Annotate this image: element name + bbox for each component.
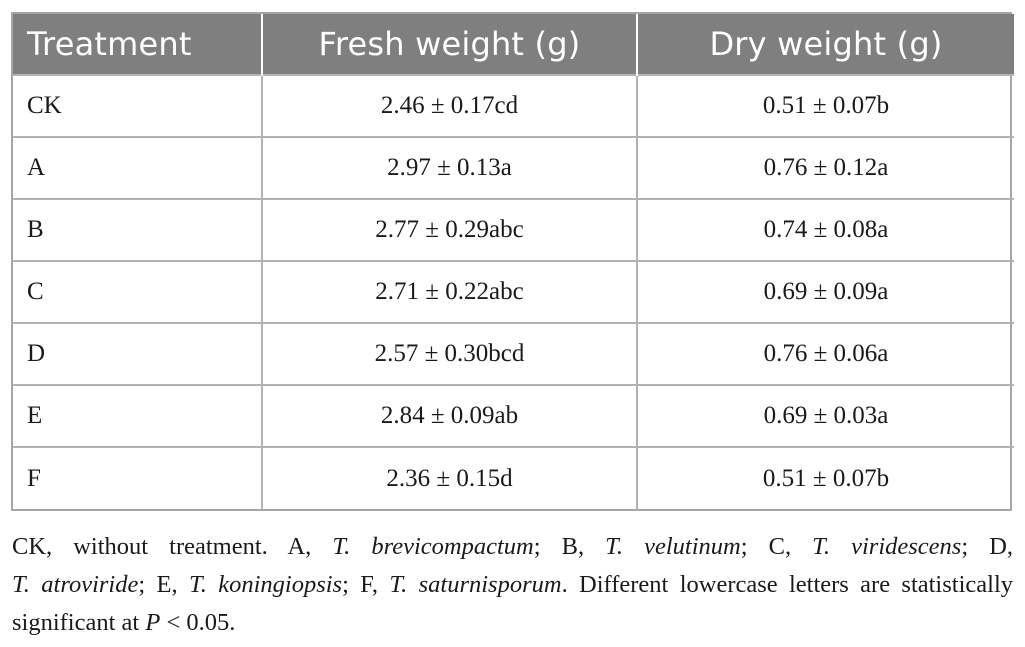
footnote-line-1: CK, without treatment. A, T. brevicompac…: [12, 528, 1013, 566]
footnote-species-d: T. atroviride: [12, 571, 139, 598]
table-row: B 2.77 ± 0.29abc 0.74 ± 0.08a: [13, 198, 1014, 261]
footnote-species-f: T. saturnisporum: [389, 571, 562, 598]
treatment-cell: D: [13, 322, 263, 385]
fresh-weight-cell: 2.77 ± 0.29abc: [262, 198, 638, 261]
footnote-significance-text: . Different lowercase letters are statis…: [561, 571, 1013, 598]
table-row: F 2.36 ± 0.15d 0.51 ± 0.07b: [13, 446, 1014, 509]
table-row: C 2.71 ± 0.22abc 0.69 ± 0.09a: [13, 260, 1014, 323]
dry-weight-cell: 0.69 ± 0.03a: [637, 384, 1014, 447]
treatment-cell: B: [13, 198, 263, 261]
table-header-row: Treatment Fresh weight (g) Dry weight (g…: [13, 14, 1014, 75]
dry-weight-cell: 0.51 ± 0.07b: [637, 446, 1014, 509]
table-footnote: CK, without treatment. A, T. brevicompac…: [12, 528, 1013, 642]
footnote-p-symbol: P: [145, 609, 161, 636]
treatment-cell: E: [13, 384, 263, 447]
dry-weight-cell: 0.74 ± 0.08a: [637, 198, 1014, 261]
footnote-c-prefix: ; C,: [740, 533, 813, 560]
dry-weight-cell: 0.69 ± 0.09a: [637, 260, 1014, 323]
table-row: A 2.97 ± 0.13a 0.76 ± 0.12a: [13, 136, 1014, 199]
footnote-species-c: T. viridescens: [812, 533, 962, 560]
header-fresh-weight: Fresh weight (g): [262, 14, 638, 75]
footnote-e-prefix: ; E,: [138, 571, 189, 598]
fresh-weight-cell: 2.57 ± 0.30bcd: [262, 322, 638, 385]
table-row: D 2.57 ± 0.30bcd 0.76 ± 0.06a: [13, 322, 1014, 385]
fresh-weight-cell: 2.71 ± 0.22abc: [262, 260, 638, 323]
table-row: E 2.84 ± 0.09ab 0.69 ± 0.03a: [13, 384, 1014, 447]
treatment-cell: F: [13, 446, 263, 509]
dry-weight-cell: 0.76 ± 0.06a: [637, 322, 1014, 385]
fresh-weight-cell: 2.36 ± 0.15d: [262, 446, 638, 509]
footnote-d-prefix: ; D,: [961, 533, 1014, 560]
footnote-significance-text-2: significant at: [12, 609, 146, 636]
footnote-species-b: T. velutinum: [605, 533, 741, 560]
footnote-f-prefix: ; F,: [342, 571, 390, 598]
treatment-cell: CK: [13, 74, 263, 137]
table-row: CK 2.46 ± 0.17cd 0.51 ± 0.07b: [13, 74, 1014, 137]
dry-weight-cell: 0.76 ± 0.12a: [637, 136, 1014, 199]
header-treatment: Treatment: [13, 14, 263, 75]
header-dry-weight: Dry weight (g): [637, 14, 1014, 75]
dry-weight-cell: 0.51 ± 0.07b: [637, 74, 1014, 137]
data-table-container: Treatment Fresh weight (g) Dry weight (g…: [11, 12, 1014, 511]
footnote-b-prefix: ; B,: [533, 533, 606, 560]
treatment-cell: A: [13, 136, 263, 199]
footnote-species-e: T. koningiopsis: [188, 571, 343, 598]
fresh-weight-cell: 2.84 ± 0.09ab: [262, 384, 638, 447]
weight-table: Treatment Fresh weight (g) Dry weight (g…: [13, 14, 1014, 509]
footnote-line-3: significant at P < 0.05.: [12, 604, 1013, 642]
footnote-line-2: T. atroviride; E, T. koningiopsis; F, T.…: [12, 566, 1013, 604]
footnote-ck-text: CK, without treatment. A,: [12, 533, 333, 560]
fresh-weight-cell: 2.46 ± 0.17cd: [262, 74, 638, 137]
fresh-weight-cell: 2.97 ± 0.13a: [262, 136, 638, 199]
treatment-cell: C: [13, 260, 263, 323]
footnote-species-a: T. brevicompactum: [332, 533, 534, 560]
footnote-p-value: < 0.05.: [160, 609, 236, 636]
